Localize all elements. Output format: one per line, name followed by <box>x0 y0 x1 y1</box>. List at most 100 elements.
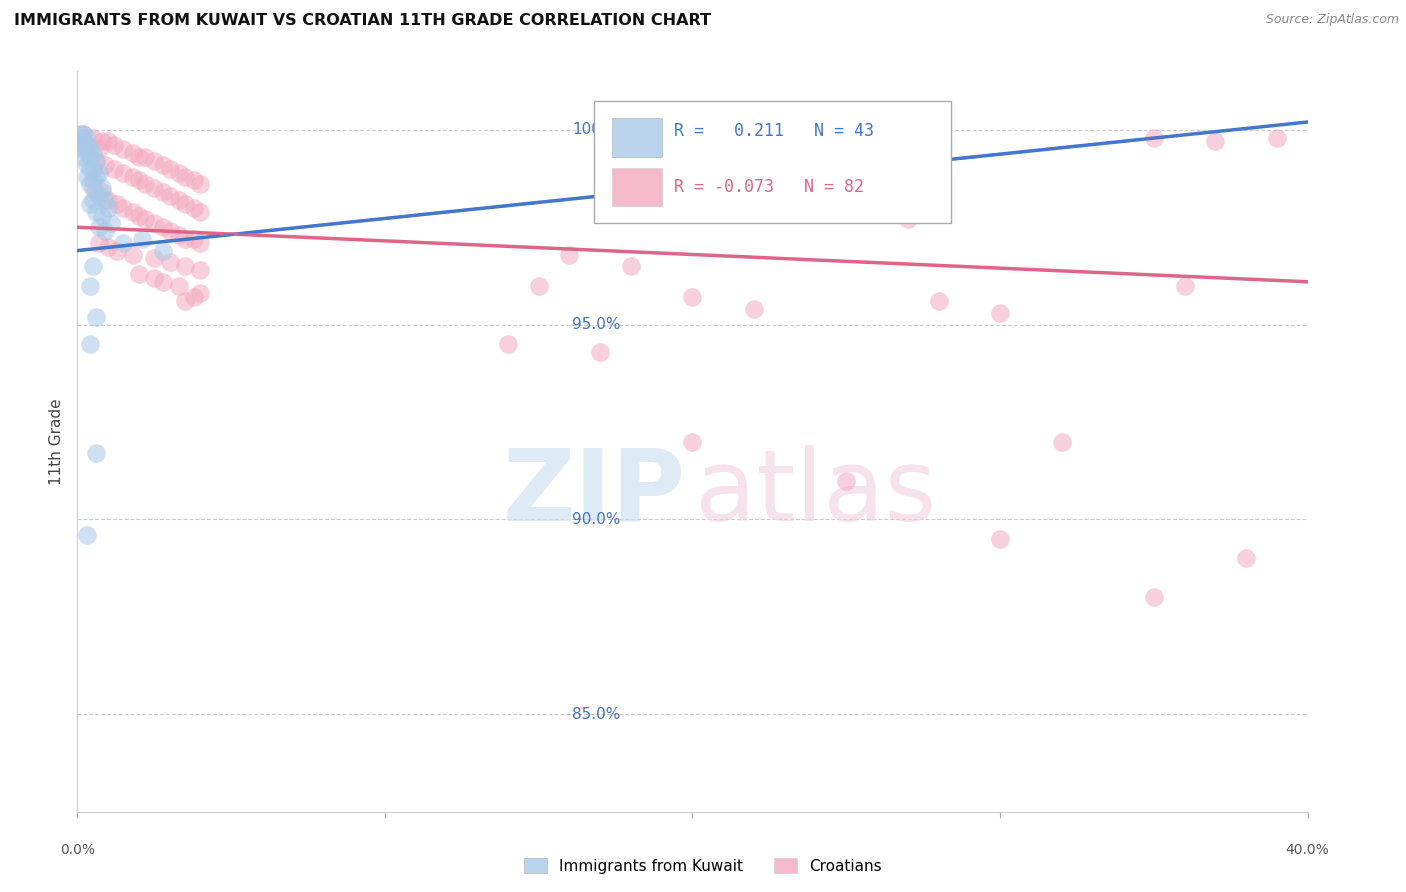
Point <box>1050 434 1073 449</box>
FancyBboxPatch shape <box>595 101 950 223</box>
Point <box>103 161 125 176</box>
Point <box>97 193 120 207</box>
Point <box>174 232 197 246</box>
Point <box>87 166 110 180</box>
Point <box>134 178 156 192</box>
Point <box>152 158 174 172</box>
Point <box>87 189 110 203</box>
Point <box>835 474 858 488</box>
Point <box>143 252 166 266</box>
Point <box>152 185 174 199</box>
Point <box>82 181 104 195</box>
Point <box>79 142 101 156</box>
Y-axis label: 11th Grade: 11th Grade <box>49 398 65 485</box>
Text: ZIP: ZIP <box>502 445 686 541</box>
Text: 0.0%: 0.0% <box>60 843 94 857</box>
Point <box>835 201 858 215</box>
Point <box>82 146 104 161</box>
Point <box>72 150 94 164</box>
Point <box>188 204 212 219</box>
Point <box>188 286 212 301</box>
Point <box>76 528 98 542</box>
Point <box>143 216 166 230</box>
Point <box>988 532 1011 546</box>
Bar <box>613 168 662 206</box>
Point <box>94 158 117 172</box>
Point <box>72 127 94 141</box>
Point <box>103 138 125 153</box>
Point <box>159 189 181 203</box>
Point <box>84 310 107 324</box>
Point <box>79 161 101 176</box>
Point <box>682 434 704 449</box>
Text: R = -0.073   N = 82: R = -0.073 N = 82 <box>673 178 865 196</box>
Point <box>928 294 950 309</box>
Point <box>72 142 94 156</box>
Point <box>94 193 117 207</box>
Point <box>79 197 101 211</box>
Point <box>159 255 181 269</box>
Point <box>496 337 519 351</box>
Point <box>121 169 143 184</box>
Point <box>76 130 98 145</box>
Point <box>105 244 128 258</box>
Point <box>69 127 91 141</box>
Point <box>152 220 174 235</box>
Point <box>174 197 197 211</box>
Bar <box>613 118 662 156</box>
Point <box>988 306 1011 320</box>
Point <box>79 178 101 192</box>
Point <box>174 259 197 273</box>
Point <box>167 166 190 180</box>
Point <box>82 130 104 145</box>
Point <box>112 142 135 156</box>
Point <box>188 263 212 277</box>
Point <box>84 204 107 219</box>
Point <box>69 138 91 153</box>
Point <box>90 135 114 149</box>
Point <box>97 201 120 215</box>
Point <box>84 185 107 199</box>
Point <box>112 235 135 250</box>
Point <box>183 290 205 304</box>
Point <box>188 235 212 250</box>
Point <box>100 216 122 230</box>
Legend: Immigrants from Kuwait, Croatians: Immigrants from Kuwait, Croatians <box>519 852 887 880</box>
Point <box>76 169 98 184</box>
Point <box>134 150 156 164</box>
Point <box>76 138 98 153</box>
Point <box>94 224 117 238</box>
Text: IMMIGRANTS FROM KUWAIT VS CROATIAN 11TH GRADE CORRELATION CHART: IMMIGRANTS FROM KUWAIT VS CROATIAN 11TH … <box>14 13 711 29</box>
Point <box>589 345 612 359</box>
Text: 95.0%: 95.0% <box>572 318 620 332</box>
Point <box>82 259 104 273</box>
Point <box>128 209 150 223</box>
Point <box>128 150 150 164</box>
Point <box>174 294 197 309</box>
Point <box>742 301 765 316</box>
Text: Source: ZipAtlas.com: Source: ZipAtlas.com <box>1265 13 1399 27</box>
Point <box>159 161 181 176</box>
Point <box>121 204 143 219</box>
Point <box>128 267 150 281</box>
Point <box>112 201 135 215</box>
Point <box>183 201 205 215</box>
Point <box>159 224 181 238</box>
Point <box>82 161 104 176</box>
Point <box>84 169 107 184</box>
Point <box>69 135 91 149</box>
Point <box>79 150 101 164</box>
Point <box>1265 130 1288 145</box>
Point <box>152 244 174 258</box>
Point <box>167 193 190 207</box>
Point <box>167 227 190 242</box>
Point <box>76 146 98 161</box>
Point <box>1234 551 1257 566</box>
Point <box>167 278 190 293</box>
Point <box>112 166 135 180</box>
Point <box>90 181 114 195</box>
Point <box>121 247 143 261</box>
Text: 85.0%: 85.0% <box>572 706 620 722</box>
Text: atlas: atlas <box>695 445 936 541</box>
Point <box>152 275 174 289</box>
